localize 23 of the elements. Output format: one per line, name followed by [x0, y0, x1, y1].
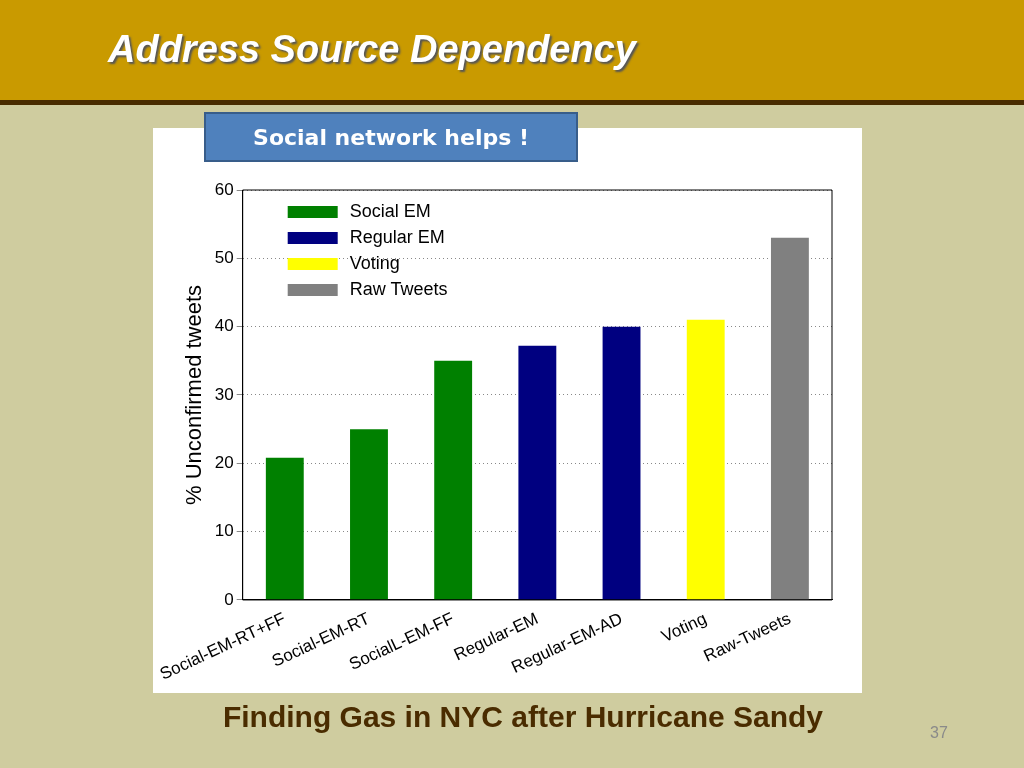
y-tick-label: 40 — [214, 316, 234, 336]
y-tick-label: 30 — [214, 384, 234, 404]
y-axis-title: % Unconfirmed tweets — [180, 284, 206, 506]
legend-label: Regular EM — [349, 226, 445, 247]
legend-label: Voting — [349, 252, 400, 273]
bar — [434, 360, 473, 600]
bar — [518, 345, 557, 600]
y-tick-label: 60 — [214, 179, 234, 199]
legend-label: Raw Tweets — [349, 278, 448, 299]
y-tick-label: 20 — [214, 453, 234, 472]
text: Social network helps ! — [204, 112, 578, 162]
y-tick-label: 0 — [224, 589, 234, 609]
bar — [770, 237, 809, 600]
legend-label: Social EM — [349, 200, 431, 221]
bar — [350, 429, 388, 600]
bar — [686, 319, 725, 600]
text: Finding Gas in NYC after Hurricane Sandy — [221, 700, 825, 734]
text: 37 — [930, 724, 948, 742]
bar — [265, 457, 304, 600]
y-tick-label: 50 — [214, 248, 234, 268]
bar — [602, 326, 641, 600]
y-tick-label: 10 — [214, 521, 234, 541]
chart-title: Address Source Dependency — [108, 28, 636, 71]
